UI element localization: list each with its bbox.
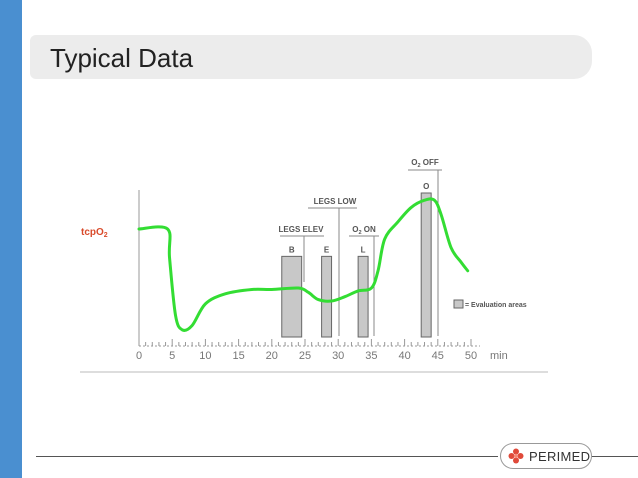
x-tick-label: 50 (465, 350, 477, 362)
evaluation-area-label: E (324, 245, 330, 254)
x-tick-label: 0 (136, 350, 142, 362)
accent-side-bar (0, 0, 22, 478)
page-title: Typical Data (50, 43, 194, 73)
x-tick-label: 5 (169, 350, 175, 362)
evaluation-area-L (357, 255, 369, 338)
annotation-o2-on: O2 ON (352, 225, 376, 236)
footer-divider (36, 456, 498, 457)
x-tick-label: 15 (232, 350, 244, 362)
x-tick-label: 35 (365, 350, 377, 362)
evaluation-area-label: B (289, 245, 295, 254)
y-axis-label: tcpO2 (81, 227, 108, 239)
perimed-logo: PERIMED (500, 443, 592, 469)
annotation-legs-elev: LEGS ELEV (279, 225, 325, 234)
x-tick-label: 45 (432, 350, 444, 362)
evaluation-area-E (321, 255, 333, 338)
evaluation-area-label: O (423, 182, 429, 191)
x-tick-label: 20 (266, 350, 278, 362)
x-tick-label: 40 (398, 350, 410, 362)
x-tick-label: 30 (332, 350, 344, 362)
annotation-o2-off: O2 OFF (411, 158, 439, 169)
legend-label: = Evaluation areas (465, 302, 527, 309)
annotation-legs-low: LEGS LOW (314, 197, 357, 206)
tcpo2-series-line (137, 197, 470, 332)
footer-divider-right (592, 456, 638, 457)
logo-text: PERIMED (529, 448, 591, 464)
evaluation-area-O (420, 192, 432, 338)
x-unit-label: min (490, 350, 508, 362)
evaluation-area-label: L (361, 245, 366, 254)
evaluation-area-B (281, 255, 303, 338)
x-tick-label: 25 (299, 350, 311, 362)
x-tick-label: 10 (199, 350, 211, 362)
legend-swatch (453, 299, 464, 309)
perimed-flower-logo-icon (508, 448, 524, 464)
title-band (30, 35, 592, 79)
